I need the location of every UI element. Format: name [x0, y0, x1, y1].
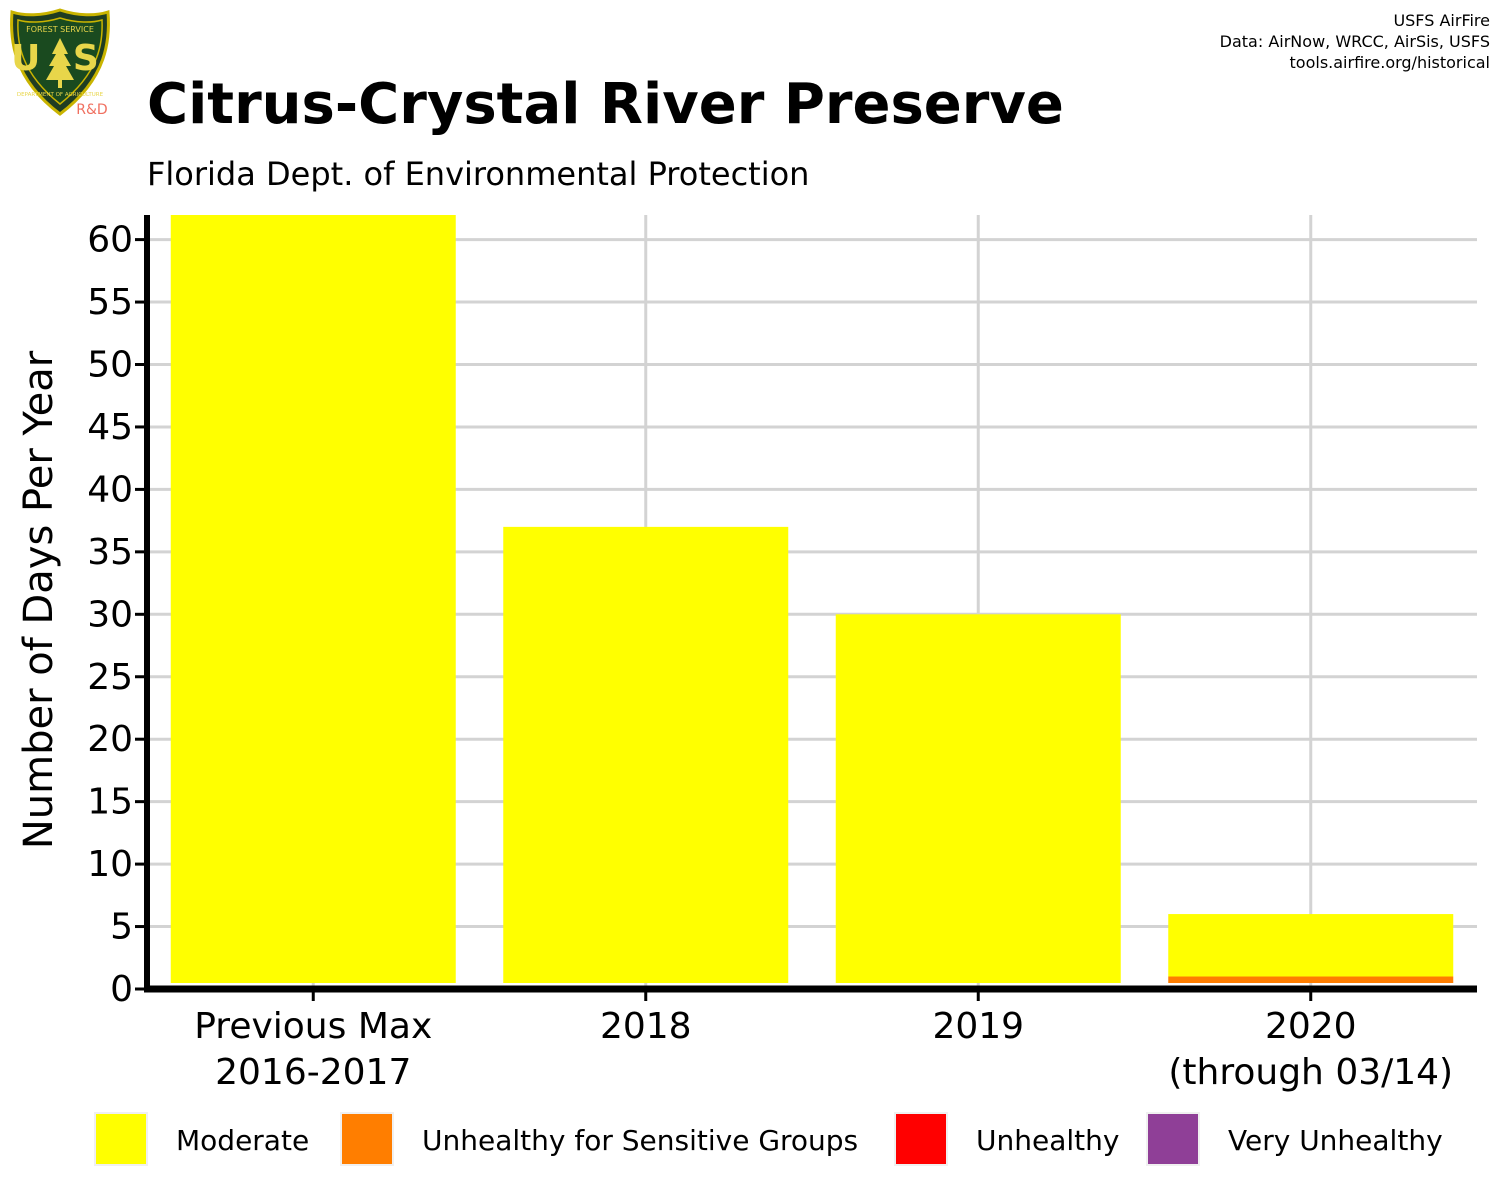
- credit-line: USFS AirFire: [1393, 11, 1490, 30]
- y-tick-label: 35: [87, 532, 133, 573]
- bar-segment: [1168, 914, 1454, 977]
- y-tick-label: 0: [110, 969, 133, 1010]
- legend-swatch: [94, 1112, 148, 1166]
- x-tick-label: (through 03/14): [1168, 1052, 1453, 1093]
- legend-swatch: [1146, 1112, 1200, 1166]
- x-tick-label: 2016-2017: [215, 1052, 411, 1093]
- x-tick-label: 2020: [1265, 1006, 1357, 1047]
- usfs-logo: FOREST SERVICE U S DEPARTMENT OF AGRICUL…: [10, 8, 110, 118]
- logo-bottom-text: DEPARTMENT OF AGRICULTURE: [17, 92, 104, 98]
- bar-segment: [835, 614, 1121, 983]
- bar-segment: [1168, 976, 1454, 983]
- x-tick-label: 2019: [932, 1006, 1024, 1047]
- logo-top-text: FOREST SERVICE: [26, 25, 94, 34]
- legend-swatch: [894, 1112, 948, 1166]
- chart-title: Citrus-Crystal River Preserve: [147, 72, 1064, 137]
- y-tick-label: 45: [87, 407, 133, 448]
- y-tick-label: 55: [87, 282, 133, 323]
- legend-label: Moderate: [176, 1124, 310, 1157]
- y-tick-label: 20: [87, 719, 133, 760]
- legend-swatch: [340, 1112, 394, 1166]
- x-tick-label: 2018: [600, 1006, 692, 1047]
- y-tick-label: 5: [110, 907, 133, 948]
- bar-segment: [503, 526, 789, 983]
- x-tick-label: Previous Max: [194, 1006, 432, 1047]
- legend-label: Very Unhealthy: [1228, 1124, 1443, 1157]
- y-tick-label: 40: [87, 469, 133, 510]
- legend-label: Unhealthy: [976, 1124, 1120, 1157]
- logo-badge: R&D: [76, 102, 107, 118]
- credit-line: Data: AirNow, WRCC, AirSis, USFS: [1219, 32, 1490, 51]
- credit-line: tools.airfire.org/historical: [1289, 53, 1490, 72]
- y-tick-label: 25: [87, 657, 133, 698]
- chart-subtitle: Florida Dept. of Environmental Protectio…: [147, 155, 810, 193]
- y-tick-label: 10: [87, 844, 133, 885]
- y-tick-label: 50: [87, 345, 133, 386]
- y-tick-label: 60: [87, 220, 133, 261]
- y-tick-label: 30: [87, 594, 133, 635]
- credits: USFS AirFire Data: AirNow, WRCC, AirSis,…: [1220, 10, 1490, 73]
- legend-label: Unhealthy for Sensitive Groups: [422, 1124, 859, 1157]
- legend: Moderate Unhealthy for Sensitive Groups …: [94, 1112, 1494, 1170]
- bar-segment: [170, 215, 456, 983]
- y-tick-label: 15: [87, 782, 133, 823]
- y-axis-title: Number of Days Per Year: [16, 350, 62, 849]
